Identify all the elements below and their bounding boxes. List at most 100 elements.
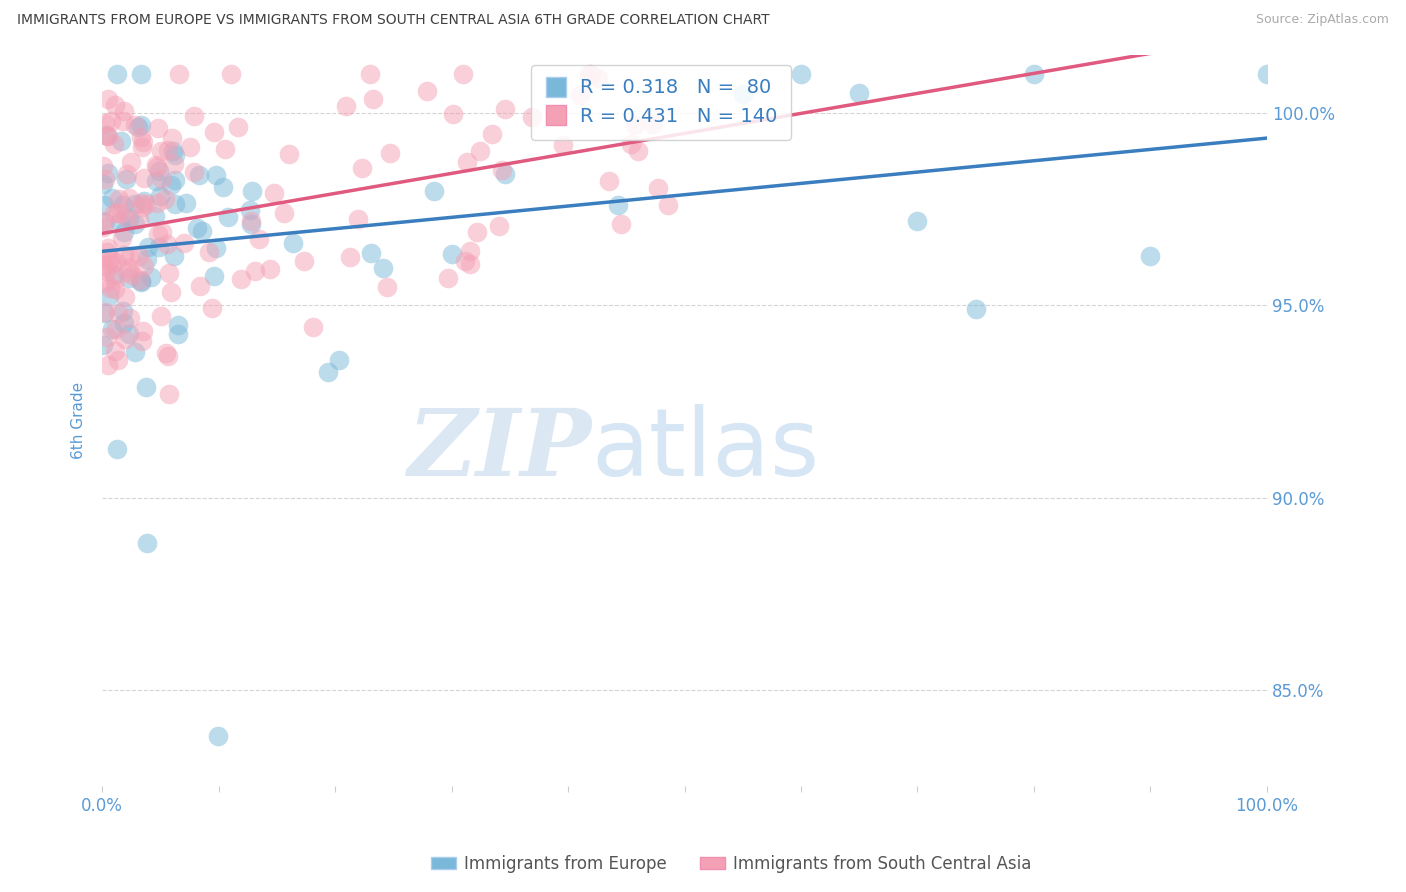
Point <box>239 202 262 217</box>
Point <box>93 275 115 289</box>
Point <box>107 353 129 368</box>
Point <box>107 306 129 320</box>
Point <box>586 71 609 86</box>
Point <box>375 279 398 293</box>
Point <box>136 240 159 254</box>
Point <box>156 143 179 157</box>
Point <box>94 116 117 130</box>
Point <box>96 330 118 344</box>
Point <box>96 128 118 143</box>
Point <box>134 194 156 208</box>
Point <box>157 386 180 401</box>
Point <box>191 224 214 238</box>
Point <box>188 168 211 182</box>
Point <box>202 268 225 283</box>
Point <box>127 120 149 135</box>
Point <box>188 279 211 293</box>
Point <box>263 186 285 201</box>
Point <box>129 67 152 81</box>
Point <box>97 358 120 372</box>
Point <box>205 168 228 182</box>
Point <box>110 135 132 149</box>
Point <box>124 217 146 231</box>
Point <box>277 146 299 161</box>
Point <box>112 198 135 212</box>
Point <box>361 93 384 107</box>
Point <box>155 192 177 206</box>
Point <box>624 118 647 132</box>
Point <box>101 321 124 335</box>
Point <box>118 270 141 285</box>
Point <box>239 217 262 231</box>
Point <box>165 197 187 211</box>
Point <box>118 310 141 325</box>
Point <box>105 206 128 220</box>
Point <box>145 174 167 188</box>
Point <box>183 165 205 179</box>
Point <box>93 338 115 352</box>
Point <box>97 92 120 106</box>
Point <box>494 102 516 116</box>
Point <box>97 166 120 180</box>
Point <box>907 214 929 228</box>
Point <box>360 245 382 260</box>
Point <box>96 245 118 260</box>
Point <box>790 67 813 81</box>
Point <box>129 130 152 145</box>
Point <box>731 87 754 101</box>
Point <box>94 264 117 278</box>
Point <box>481 128 503 142</box>
Point <box>120 249 142 263</box>
Point <box>201 301 224 315</box>
Point <box>657 198 679 212</box>
Point <box>316 365 339 379</box>
Point <box>174 196 197 211</box>
Point <box>97 241 120 255</box>
Point <box>94 128 117 143</box>
Point <box>627 144 650 158</box>
Point <box>121 268 143 282</box>
Point <box>135 197 157 211</box>
Point <box>156 237 179 252</box>
Point <box>100 113 122 128</box>
Point <box>98 280 121 294</box>
Point <box>93 197 115 211</box>
Point <box>551 138 574 153</box>
Point <box>118 327 141 342</box>
Point <box>104 98 127 112</box>
Point <box>460 257 482 271</box>
Point <box>468 144 491 158</box>
Point <box>458 244 481 258</box>
Point <box>93 177 115 191</box>
Point <box>148 240 170 254</box>
Point <box>132 324 155 338</box>
Point <box>105 442 128 456</box>
Point <box>124 344 146 359</box>
Point <box>132 171 155 186</box>
Point <box>103 206 125 220</box>
Point <box>117 265 139 279</box>
Point <box>202 125 225 139</box>
Point <box>100 191 122 205</box>
Point <box>93 214 115 228</box>
Point <box>160 178 183 192</box>
Point <box>214 142 236 156</box>
Point <box>1256 67 1278 81</box>
Point <box>166 327 188 342</box>
Point <box>131 334 153 349</box>
Text: atlas: atlas <box>592 404 820 496</box>
Point <box>183 109 205 123</box>
Point <box>100 257 122 271</box>
Point <box>568 88 591 103</box>
Point <box>98 289 121 303</box>
Point <box>94 215 117 229</box>
Point <box>620 137 643 152</box>
Point <box>93 260 115 274</box>
Text: IMMIGRANTS FROM EUROPE VS IMMIGRANTS FROM SOUTH CENTRAL ASIA 6TH GRADE CORRELATI: IMMIGRANTS FROM EUROPE VS IMMIGRANTS FRO… <box>17 13 769 28</box>
Point <box>848 87 870 101</box>
Point <box>143 210 166 224</box>
Point <box>273 206 295 220</box>
Point <box>120 154 142 169</box>
Point <box>373 261 395 276</box>
Point <box>456 155 478 169</box>
